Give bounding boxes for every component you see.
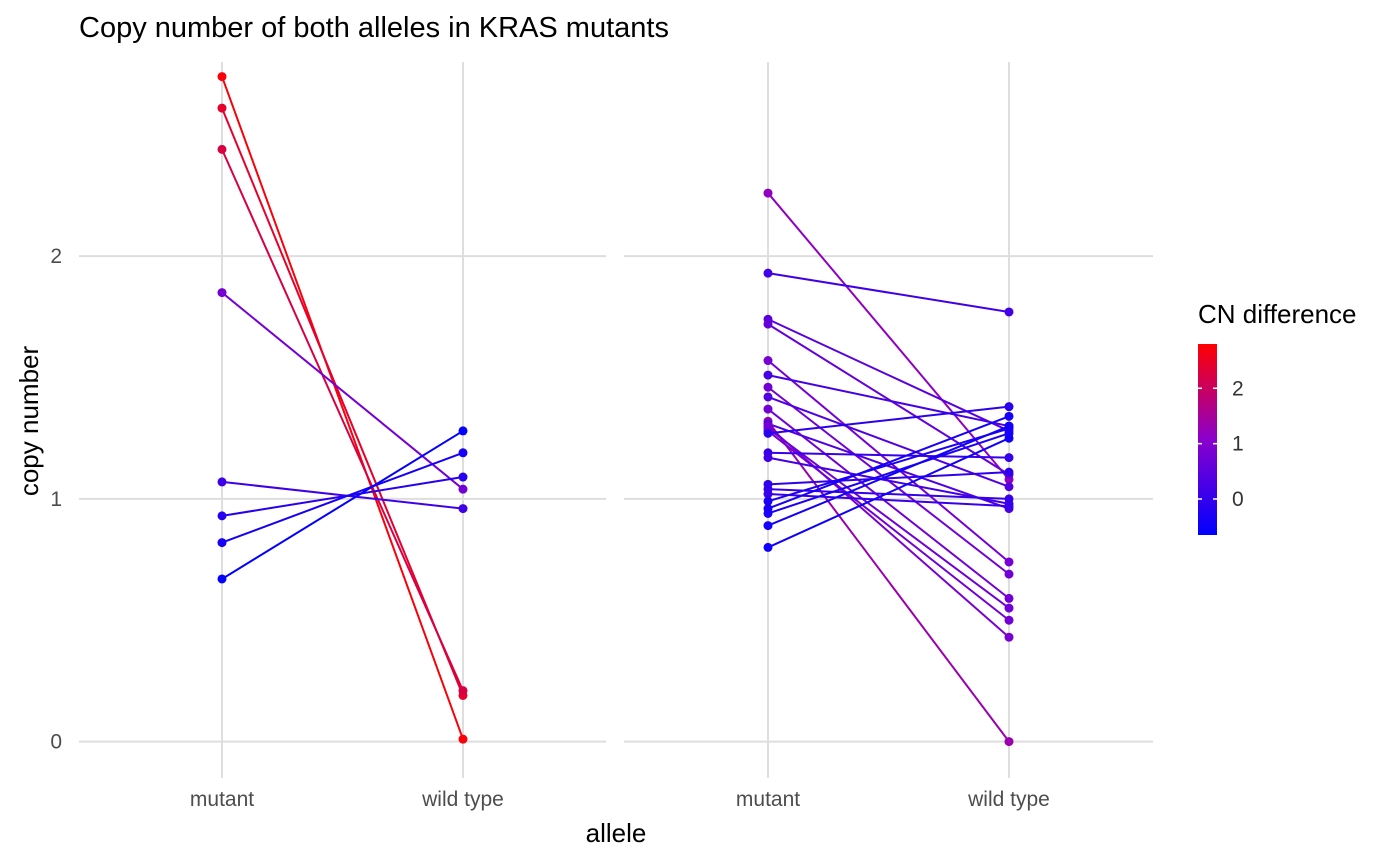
series-line-panel-2-17 <box>767 471 1010 486</box>
series-line-panel-1-5 <box>221 476 464 517</box>
point-wildtype-panel-2-4 <box>1004 557 1014 567</box>
series-line-panel-2-4 <box>767 359 1010 563</box>
point-wildtype-panel-2-14 <box>1004 402 1014 412</box>
point-mutant-panel-2-3 <box>763 319 773 329</box>
legend-label-2: 2 <box>1232 377 1244 400</box>
x-tick-label-panel-1-1: wild type <box>421 788 504 811</box>
series-line-panel-1-2 <box>221 148 464 692</box>
x-axis-title: allele <box>586 818 647 848</box>
series-line-panel-1-4 <box>221 480 464 510</box>
point-mutant-panel-1-5 <box>217 511 227 521</box>
point-wildtype-panel-1-7 <box>458 426 468 436</box>
series-line-panel-1-0 <box>221 76 464 740</box>
x-tick-label-panel-1-0: mutant <box>190 788 254 811</box>
point-mutant-panel-2-6 <box>763 382 773 392</box>
legend-ticks: 0 1 2 <box>1198 377 1244 511</box>
point-wildtype-panel-2-11 <box>1004 632 1014 642</box>
series-line-panel-2-18 <box>767 488 1010 500</box>
point-wildtype-panel-1-5 <box>458 472 468 482</box>
point-mutant-panel-2-23 <box>763 521 773 531</box>
series-line-panel-2-23 <box>767 425 1010 527</box>
y-tick-label-0: 0 <box>50 731 62 754</box>
point-mutant-panel-2-19 <box>763 489 773 499</box>
point-wildtype-panel-2-24 <box>1004 433 1014 443</box>
grid-layer <box>79 62 1153 778</box>
point-mutant-panel-2-0 <box>763 188 773 198</box>
series-line-panel-2-9 <box>767 420 1010 743</box>
legend: CN difference 0 1 2 <box>1198 299 1357 535</box>
series-line-panel-1-6 <box>221 451 464 544</box>
legend-label-1: 1 <box>1232 433 1244 456</box>
series-line-panel-2-7 <box>767 396 1010 488</box>
point-wildtype-panel-2-15 <box>1004 453 1014 463</box>
point-wildtype-panel-2-6 <box>1004 569 1014 579</box>
point-mutant-panel-2-4 <box>763 356 773 366</box>
point-wildtype-panel-2-18 <box>1004 494 1014 504</box>
series-line-panel-2-20 <box>767 427 1010 503</box>
point-mutant-panel-2-14 <box>763 428 773 438</box>
point-mutant-panel-1-3 <box>217 288 227 298</box>
series-line-panel-2-3 <box>767 323 1010 476</box>
series-line-panel-1-3 <box>221 291 464 490</box>
point-wildtype-panel-2-19 <box>1004 501 1014 511</box>
mark-layer <box>217 72 1014 747</box>
series-line-panel-2-24 <box>767 437 1010 549</box>
point-wildtype-panel-2-21 <box>1004 411 1014 421</box>
series-line-panel-2-5 <box>767 374 1010 428</box>
point-wildtype-panel-2-17 <box>1004 467 1014 477</box>
point-mutant-panel-2-5 <box>763 370 773 380</box>
point-mutant-panel-1-1 <box>217 103 227 113</box>
point-wildtype-panel-1-4 <box>458 504 468 514</box>
point-wildtype-panel-1-2 <box>458 686 468 696</box>
series-line-panel-2-16 <box>767 456 1010 505</box>
point-mutant-panel-2-22 <box>763 508 773 518</box>
legend-label-0: 0 <box>1232 488 1244 511</box>
point-wildtype-panel-2-23 <box>1004 421 1014 431</box>
series-line-panel-2-13 <box>767 430 1010 622</box>
series-line-panel-2-2 <box>767 318 1010 432</box>
point-mutant-panel-1-2 <box>217 144 227 154</box>
point-mutant-panel-1-7 <box>217 574 227 584</box>
series-line-panel-2-1 <box>767 272 1010 313</box>
y-axis-title: copy number <box>14 346 44 497</box>
series-line-panel-2-8 <box>767 408 1010 600</box>
series-line-panel-1-1 <box>221 107 464 696</box>
series-line-panel-2-19 <box>767 493 1010 508</box>
x-tick-label-panel-2-1: wild type <box>967 788 1050 811</box>
legend-title: CN difference <box>1198 299 1357 329</box>
chart-title: Copy number of both alleles in KRAS muta… <box>79 12 669 44</box>
point-mutant-panel-2-8 <box>763 404 773 414</box>
axis-layer: mutant wild type mutant wild type 0 1 2 <box>50 245 1050 811</box>
point-wildtype-panel-2-7 <box>1004 482 1014 492</box>
series-line-panel-2-12 <box>767 427 1010 609</box>
series-line-panel-2-10 <box>767 422 1010 510</box>
y-tick-label-1: 1 <box>50 488 62 511</box>
point-mutant-panel-2-7 <box>763 392 773 402</box>
point-mutant-panel-1-6 <box>217 538 227 548</box>
series-line-panel-2-21 <box>767 415 1010 510</box>
point-wildtype-panel-1-0 <box>458 734 468 744</box>
series-line-panel-2-14 <box>767 405 1010 435</box>
point-wildtype-panel-2-13 <box>1004 615 1014 625</box>
point-mutant-panel-2-16 <box>763 453 773 463</box>
legend-colorbar <box>1198 344 1217 535</box>
point-mutant-panel-1-0 <box>217 72 227 82</box>
x-tick-label-panel-2-0: mutant <box>736 788 800 811</box>
point-wildtype-panel-2-1 <box>1004 307 1014 317</box>
point-mutant-panel-2-24 <box>763 542 773 552</box>
y-tick-label-2: 2 <box>50 245 62 268</box>
point-wildtype-panel-1-3 <box>458 484 468 494</box>
point-mutant-panel-1-4 <box>217 477 227 487</box>
point-wildtype-panel-2-9 <box>1004 737 1014 747</box>
point-wildtype-panel-2-12 <box>1004 603 1014 613</box>
series-line-panel-1-7 <box>221 430 464 580</box>
point-mutant-panel-2-1 <box>763 268 773 278</box>
series-line-panel-2-22 <box>767 432 1010 515</box>
point-wildtype-panel-2-8 <box>1004 593 1014 603</box>
point-wildtype-panel-1-6 <box>458 448 468 458</box>
point-mutant-panel-2-20 <box>763 496 773 506</box>
